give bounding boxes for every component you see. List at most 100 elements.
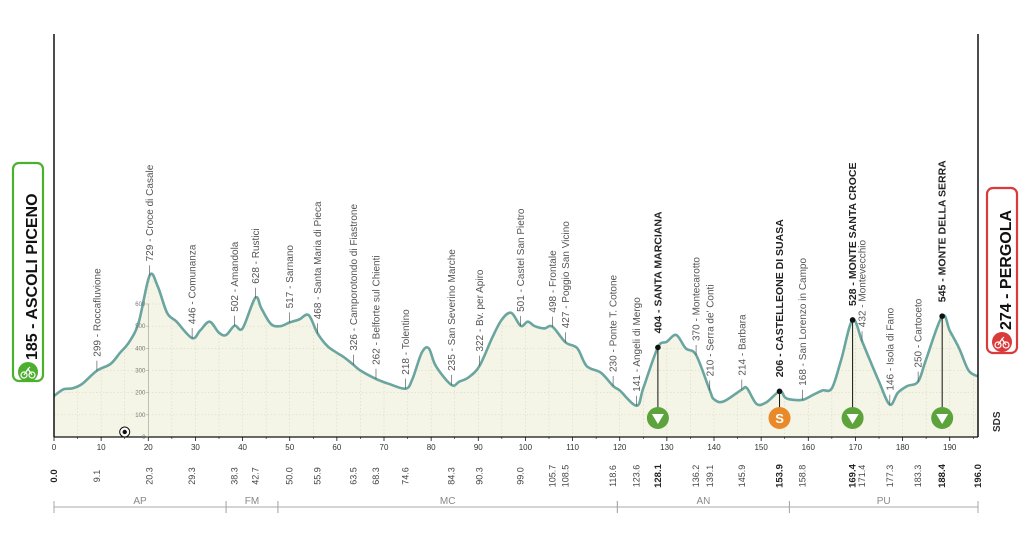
marker-dot <box>849 317 856 323</box>
waypoint-label: 141 - Angeli di Mergo <box>632 297 643 392</box>
waypoint-km-label: 0.0 <box>49 469 60 482</box>
waypoint-label: 404 - SANTA MARCIANA <box>652 211 664 333</box>
waypoint-label: 628 - Rustici <box>251 228 262 284</box>
waypoint-label: 729 - Croce di Casale <box>145 164 156 261</box>
kom-triangle-icon <box>936 414 949 424</box>
km-tick-label: 180 <box>896 443 910 452</box>
km-tick-label: 40 <box>238 443 247 452</box>
km-tick-label: 90 <box>474 443 483 452</box>
sds-logo: SDS <box>992 411 1003 432</box>
altitude-tick-label: 200 <box>135 391 146 397</box>
altitude-tick-label: 600 <box>135 302 146 308</box>
waypoint-label: 250 - Cartoceto <box>914 298 925 367</box>
sprint-marker-icon <box>768 407 791 429</box>
profile-line <box>53 272 979 407</box>
waypoint-km-label: 74.6 <box>401 467 411 485</box>
waypoint-label: 446 - Comunanza <box>188 244 199 324</box>
marker-dot <box>939 313 945 319</box>
profile-area <box>54 273 978 437</box>
finish-bike-wheel-icon <box>994 341 1002 349</box>
waypoint-km-label: 196.0 <box>973 464 984 488</box>
km-tick-label: 30 <box>191 443 200 452</box>
km-tick-label: 20 <box>144 443 153 452</box>
waypoint-km-label: 169.4 <box>848 463 859 487</box>
waypoint-label: 528 - MONTE SANTA CROCE <box>847 162 859 306</box>
waypoint-label: 545 - MONTE DELLA SERRA <box>937 160 949 302</box>
start-bike-wheel-icon <box>28 371 36 379</box>
km-tick-label: 120 <box>613 443 627 452</box>
waypoint-km-label: 20.3 <box>145 467 155 485</box>
waypoint-km-label: 153.9 <box>775 464 786 488</box>
altitude-tick-label: 500 <box>135 324 146 330</box>
waypoint-km-label: 118.6 <box>608 465 618 487</box>
km-tick-label: 190 <box>943 443 957 452</box>
km-tick-label: 0 <box>52 443 57 452</box>
waypoint-km-label: 29.3 <box>187 467 197 485</box>
km-tick-label: 160 <box>802 443 816 452</box>
altitude-tick-label: 300 <box>135 369 146 375</box>
regions-layer: AP FM MC AN PU <box>53 496 979 513</box>
waypoint-km-label: 158.8 <box>798 465 808 488</box>
waypoint-label: 326 - Camporotondo di Fiastrone <box>349 204 360 351</box>
altitude-tick-label: 100 <box>135 413 146 419</box>
km-tick-label: 130 <box>660 443 674 452</box>
start-bike-icon <box>18 362 38 382</box>
region-label: PU <box>877 496 891 507</box>
waypoint-label: 206 - CASTELLEONE DI SUASA <box>774 219 786 378</box>
finish-badge: 274 - PERGOLA <box>985 186 1019 355</box>
waypoint-label: 427 - Poggio San Vicino <box>561 221 572 329</box>
waypoint-label: 299 - Roccafluvione <box>92 268 103 357</box>
waypoint-label: 322 - Bv. per Apiro <box>475 269 486 352</box>
waypoint-label: 218 - Tolentino <box>401 309 412 375</box>
feed-zone-icon-center <box>122 429 127 435</box>
start-bike-wheel-icon <box>20 371 28 379</box>
waypoint-label: 146 - Isola di Fano <box>885 307 896 390</box>
finish-badge-frame <box>985 186 1019 355</box>
waypoint-km-label: 105.7 <box>547 465 557 488</box>
waypoint-km-label: 177.3 <box>885 465 895 488</box>
marker-dot <box>655 344 661 351</box>
waypoint-label: 501 - Castel San Pietro <box>516 208 527 312</box>
waypoint-label: 517 - Sarnano <box>285 245 296 309</box>
km-tick-label: 170 <box>849 443 863 452</box>
markers-layer: S <box>119 313 954 438</box>
start-bike-frame-icon <box>23 366 33 376</box>
km-tick-label: 140 <box>707 443 721 452</box>
kom-triangle-icon <box>846 414 859 424</box>
waypoint-km-label: 55.9 <box>313 467 323 485</box>
profile-fill-layer <box>54 273 978 437</box>
kom-triangle-icon <box>651 414 664 424</box>
waypoint-km-label: 183.3 <box>913 465 923 488</box>
km-tick-label: 110 <box>566 443 579 452</box>
waypoint-km-label: 188.4 <box>937 463 948 487</box>
waypoint-km-label: 42.7 <box>250 467 260 485</box>
waypoint-km-label: 63.5 <box>348 467 358 485</box>
km-tick-label: 70 <box>380 443 389 452</box>
start-badge-text: 185 - ASCOLI PICENO <box>24 193 41 360</box>
waypoints-layer: 299 - Roccafluvione 729 - Croce di Casale… <box>92 160 949 406</box>
start-badge: 185 - ASCOLI PICENO <box>11 161 45 383</box>
waypoint-km-label: 139.1 <box>705 465 715 488</box>
waypoint-label: 168 - San Lorenzo in Campo <box>798 258 809 386</box>
profile-line-layer <box>53 272 979 407</box>
region-label: FM <box>245 496 259 507</box>
altitude-scale: 600 500 400 300 200 100 0 <box>135 302 149 441</box>
waypoint-label: 235 - San Severino Marche <box>447 249 458 371</box>
sprint-marker-letter: S <box>775 411 784 426</box>
waypoint-label: 214 - Barbara <box>737 314 748 376</box>
altitude-tick-label: 0 <box>142 435 146 441</box>
marker-dot <box>776 388 783 395</box>
km-tick-label: 10 <box>97 443 106 452</box>
waypoint-label: 502 - Amandola <box>230 241 241 311</box>
finish-badge-text: 274 - PERGOLA <box>998 210 1015 330</box>
waypoint-label: 230 - Ponte T. Cotone <box>609 274 620 372</box>
waypoint-km-label: 128.1 <box>653 463 664 487</box>
km-tick-label: 60 <box>332 443 341 452</box>
waypoint-km-label: 171.4 <box>857 465 867 488</box>
waypoint-km-label: 145.9 <box>737 465 747 488</box>
waypoint-km-label: 9.1 <box>92 470 102 483</box>
waypoint-label: 262 - Belforte sul Chienti <box>372 255 383 365</box>
km-ticks: 0 10 20 30 40 50 60 70 80 90 100 110 120 130 140 150 160… <box>49 437 984 488</box>
waypoint-label: 468 - Santa Maria di Pieca <box>313 201 324 319</box>
